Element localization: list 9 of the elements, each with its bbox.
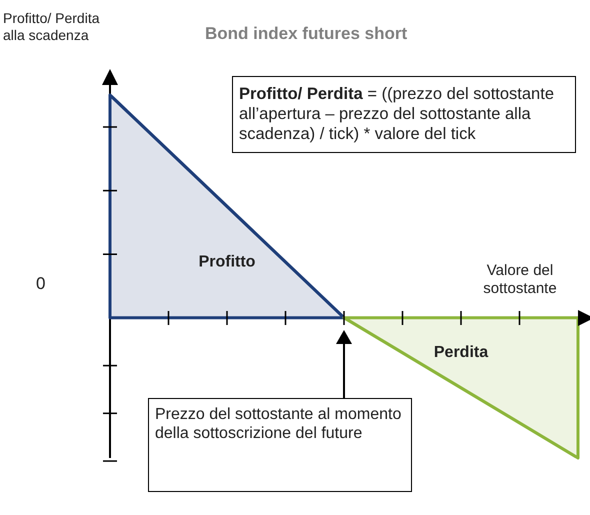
text: 0 bbox=[36, 274, 46, 294]
annotation: Profitto/ Perdita bbox=[239, 85, 363, 103]
series-label: Perdita bbox=[434, 344, 488, 362]
formula-box: Profitto/ Perdita = ((prezzo del sottostante all’apertura – prezzo del sottostante alla scadenza) / tick) * valore del tick bbox=[232, 76, 576, 154]
chart-title: Bond index futures short bbox=[205, 24, 408, 44]
callout-box: Prezzo del sottostante al momento della sottoscrizione del future bbox=[148, 398, 412, 492]
series-label: Profitto bbox=[198, 253, 256, 270]
x-axis-title: Valore del sottostante bbox=[465, 262, 575, 298]
y-axis-title: Profitto/ Perdita alla scadenza bbox=[3, 10, 100, 44]
